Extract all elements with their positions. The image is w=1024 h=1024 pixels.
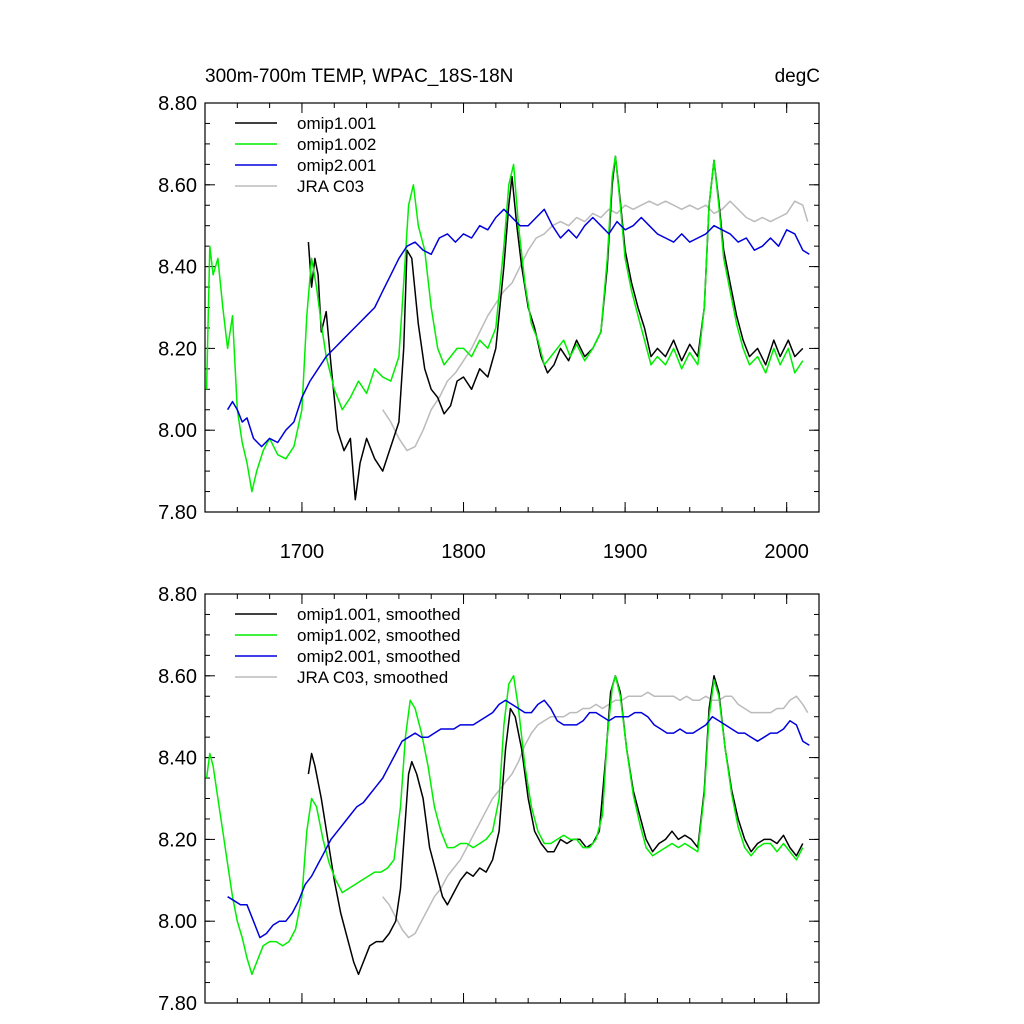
bottom-panel: 7.80 8.00 8.20 8.40 8.60 8.80 omip1.001, smoo… [158,584,820,1015]
series-line-0 [307,675,804,976]
y-tick-label: 8.40 [158,748,197,770]
legend-label-1: omip1.002, smoothed [297,626,461,645]
top-series-lines [205,155,810,501]
y-tick-label: 8.40 [158,257,197,279]
legend-label-0: omip1.001 [297,114,376,133]
y-tick-label: 8.60 [158,666,197,688]
y-tick-label: 8.60 [158,175,197,197]
y-tick-label: 8.00 [158,911,197,933]
x-tick-label: 1900 [603,541,648,563]
bottom-axes-ticks: 7.80 8.00 8.20 8.40 8.60 8.80 [158,584,820,1015]
y-tick-label: 8.80 [158,93,197,115]
series-line-1 [205,675,804,976]
bottom-plot-frame [204,593,820,1004]
plot-title: 300m-700m TEMP, WPAC_18S-18N [205,66,513,87]
series-line-1 [205,155,804,493]
units-label: degC [775,66,820,87]
legend-label-3: JRA C03 [297,177,364,196]
x-tick-label: 2000 [764,541,809,563]
y-tick-label: 8.20 [158,338,197,360]
top-panel: 300m-700m TEMP, WPAC_18S-18N degC 7.80 8.… [158,66,820,563]
series-line-3 [382,691,809,939]
legend-label-1: omip1.002 [297,135,376,154]
y-tick-label: 8.00 [158,420,197,442]
legend-label-2: omip2.001, smoothed [297,647,461,666]
series-line-3 [382,200,809,452]
legend-label-3: JRA C03, smoothed [297,668,448,687]
series-line-0 [307,155,804,501]
top-axes-ticks: 7.80 8.00 8.20 8.40 8.60 8.80 1700 1800 1900 2000 [158,93,820,563]
y-tick-label: 8.80 [158,584,197,606]
legend-label-2: omip2.001 [297,156,376,175]
y-tick-label: 8.20 [158,829,197,851]
x-tick-label: 1800 [441,541,486,563]
bottom-series-lines [205,675,810,976]
y-tick-label: 7.80 [158,993,197,1015]
legend-label-0: omip1.001, smoothed [297,605,461,624]
top-plot-frame [204,102,820,513]
series-line-2 [226,208,810,448]
x-tick-label: 1700 [280,541,325,563]
y-tick-label: 7.80 [158,502,197,524]
series-line-2 [227,699,810,939]
bottom-legend: omip1.001, smoothed omip1.002, smoothed om… [235,605,461,687]
top-legend: omip1.001 omip1.002 omip2.001 JRA C03 [235,114,376,196]
